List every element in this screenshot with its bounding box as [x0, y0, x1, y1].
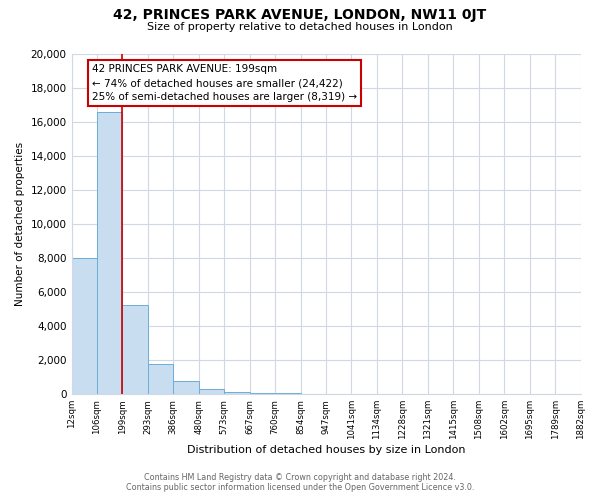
Bar [97, 112, 122, 394]
Bar [199, 390, 224, 394]
Bar [122, 305, 148, 394]
Bar [148, 364, 173, 394]
X-axis label: Distribution of detached houses by size in London: Distribution of detached houses by size … [187, 445, 465, 455]
Bar [224, 392, 250, 394]
Y-axis label: Number of detached properties: Number of detached properties [15, 142, 25, 306]
Bar [71, 258, 97, 394]
Text: 42 PRINCES PARK AVENUE: 199sqm
← 74% of detached houses are smaller (24,422)
25%: 42 PRINCES PARK AVENUE: 199sqm ← 74% of … [92, 64, 357, 102]
Text: 42, PRINCES PARK AVENUE, LONDON, NW11 0JT: 42, PRINCES PARK AVENUE, LONDON, NW11 0J… [113, 8, 487, 22]
Bar [173, 381, 199, 394]
Text: Size of property relative to detached houses in London: Size of property relative to detached ho… [147, 22, 453, 32]
Bar [250, 392, 275, 394]
Text: Contains HM Land Registry data © Crown copyright and database right 2024.
Contai: Contains HM Land Registry data © Crown c… [126, 473, 474, 492]
